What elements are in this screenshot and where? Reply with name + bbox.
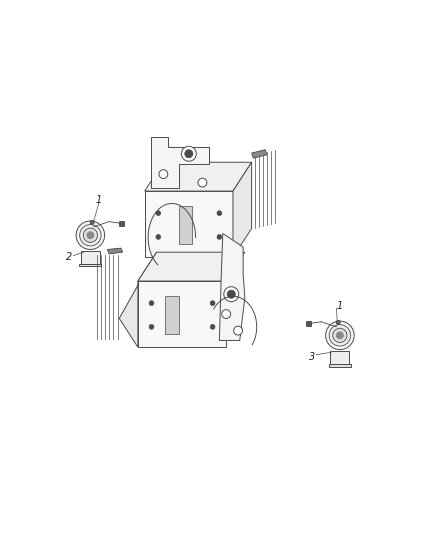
Polygon shape [119,221,124,225]
Circle shape [325,321,354,350]
Circle shape [90,220,94,224]
Circle shape [210,325,215,329]
Circle shape [336,332,343,339]
Circle shape [76,221,105,249]
Circle shape [185,150,193,158]
Polygon shape [330,351,349,364]
Polygon shape [107,248,123,254]
Circle shape [227,290,235,298]
Circle shape [149,301,154,305]
Polygon shape [152,137,209,188]
Polygon shape [138,252,245,281]
Polygon shape [145,162,251,191]
Circle shape [210,301,215,305]
Polygon shape [145,191,233,257]
Polygon shape [81,251,99,264]
Circle shape [217,211,222,215]
Circle shape [198,178,207,187]
Circle shape [329,325,350,346]
Circle shape [80,224,101,246]
Circle shape [217,235,222,239]
Polygon shape [328,364,351,367]
Circle shape [87,232,94,239]
Circle shape [333,328,347,343]
Polygon shape [79,264,101,266]
Text: 3: 3 [309,352,315,362]
Polygon shape [306,321,311,326]
Polygon shape [219,233,245,341]
Circle shape [181,146,196,161]
Polygon shape [165,296,179,334]
Polygon shape [119,252,156,347]
Circle shape [156,211,161,215]
Circle shape [156,235,161,239]
Text: 1: 1 [95,195,101,205]
Circle shape [149,325,154,329]
Text: 1: 1 [337,301,343,311]
Polygon shape [233,162,251,257]
Polygon shape [179,206,192,244]
Polygon shape [138,281,226,347]
Circle shape [159,169,168,179]
Text: 2: 2 [66,252,72,262]
Polygon shape [251,150,267,158]
Circle shape [224,287,239,302]
Circle shape [336,320,340,325]
Circle shape [233,326,243,335]
Circle shape [222,310,230,319]
Circle shape [83,228,98,243]
